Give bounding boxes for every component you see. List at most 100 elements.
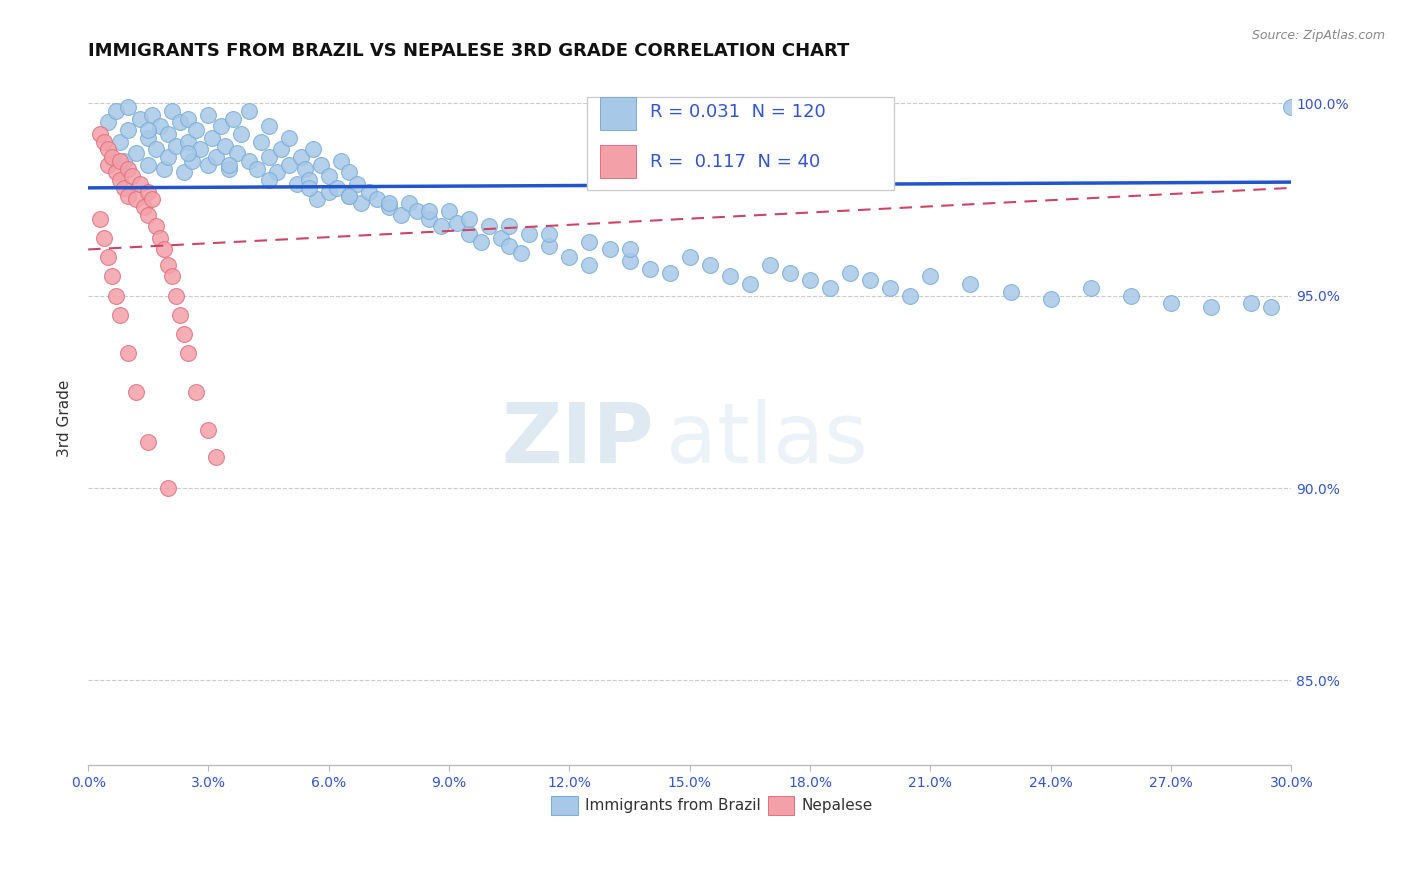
- Point: [337, 188, 360, 202]
- Point: [879, 281, 901, 295]
- Point: [437, 204, 460, 219]
- Point: [110, 135, 132, 149]
- Point: [270, 142, 292, 156]
- Point: [205, 150, 228, 164]
- Point: [117, 346, 139, 360]
- Point: [277, 131, 299, 145]
- Point: [298, 173, 321, 187]
- Point: [117, 123, 139, 137]
- Point: [149, 231, 172, 245]
- Point: [738, 277, 761, 291]
- Point: [318, 169, 340, 184]
- Point: [1119, 288, 1142, 302]
- Point: [129, 112, 152, 126]
- Point: [136, 185, 159, 199]
- Point: [125, 384, 148, 399]
- Point: [290, 150, 312, 164]
- Point: [173, 165, 195, 179]
- Point: [129, 177, 152, 191]
- Point: [699, 258, 721, 272]
- Point: [238, 153, 260, 168]
- Point: [558, 250, 581, 264]
- Point: [145, 219, 167, 234]
- Point: [305, 193, 328, 207]
- FancyBboxPatch shape: [588, 96, 894, 190]
- Point: [141, 108, 163, 122]
- Point: [165, 288, 187, 302]
- Point: [112, 181, 135, 195]
- Point: [97, 142, 120, 156]
- Point: [658, 266, 681, 280]
- Point: [346, 177, 368, 191]
- Text: atlas: atlas: [665, 399, 868, 480]
- Point: [277, 158, 299, 172]
- Point: [249, 135, 271, 149]
- Point: [145, 142, 167, 156]
- Point: [173, 327, 195, 342]
- Point: [186, 384, 208, 399]
- Point: [1240, 296, 1263, 310]
- Point: [478, 219, 501, 234]
- Point: [165, 138, 187, 153]
- Point: [229, 127, 252, 141]
- Point: [197, 108, 219, 122]
- Point: [157, 127, 180, 141]
- Point: [839, 266, 862, 280]
- Bar: [599, 96, 636, 130]
- Point: [578, 235, 600, 249]
- Point: [117, 161, 139, 176]
- Point: [1160, 296, 1182, 310]
- Point: [105, 103, 128, 118]
- Point: [169, 115, 191, 129]
- Point: [638, 261, 661, 276]
- Point: [378, 200, 401, 214]
- Point: [162, 269, 184, 284]
- Point: [1000, 285, 1022, 299]
- Point: [679, 250, 702, 264]
- Point: [619, 254, 641, 268]
- Point: [157, 481, 180, 495]
- Point: [125, 146, 148, 161]
- Point: [298, 181, 321, 195]
- Point: [238, 103, 260, 118]
- Point: [718, 269, 741, 284]
- Point: [538, 238, 561, 252]
- Point: [389, 208, 412, 222]
- Point: [97, 158, 120, 172]
- Point: [818, 281, 841, 295]
- Point: [149, 120, 172, 134]
- Point: [162, 103, 184, 118]
- Point: [599, 243, 621, 257]
- Point: [134, 200, 156, 214]
- Point: [153, 243, 176, 257]
- Point: [257, 173, 280, 187]
- Point: [517, 227, 540, 241]
- Point: [136, 158, 159, 172]
- Point: [105, 288, 128, 302]
- Point: [201, 131, 224, 145]
- Point: [257, 120, 280, 134]
- Text: ZIP: ZIP: [501, 399, 654, 480]
- Point: [1080, 281, 1102, 295]
- Point: [97, 250, 120, 264]
- Point: [97, 115, 120, 129]
- Point: [959, 277, 981, 291]
- Point: [1260, 300, 1282, 314]
- Point: [266, 165, 288, 179]
- Point: [89, 127, 111, 141]
- Point: [110, 173, 132, 187]
- Point: [578, 258, 600, 272]
- Point: [112, 153, 135, 168]
- Point: [799, 273, 821, 287]
- Point: [898, 288, 921, 302]
- Point: [101, 150, 124, 164]
- Point: [538, 227, 561, 241]
- Point: [177, 146, 200, 161]
- Text: IMMIGRANTS FROM BRAZIL VS NEPALESE 3RD GRADE CORRELATION CHART: IMMIGRANTS FROM BRAZIL VS NEPALESE 3RD G…: [89, 42, 849, 60]
- Point: [186, 123, 208, 137]
- Point: [117, 100, 139, 114]
- Point: [498, 219, 520, 234]
- Point: [197, 423, 219, 437]
- Point: [214, 138, 236, 153]
- Point: [105, 165, 128, 179]
